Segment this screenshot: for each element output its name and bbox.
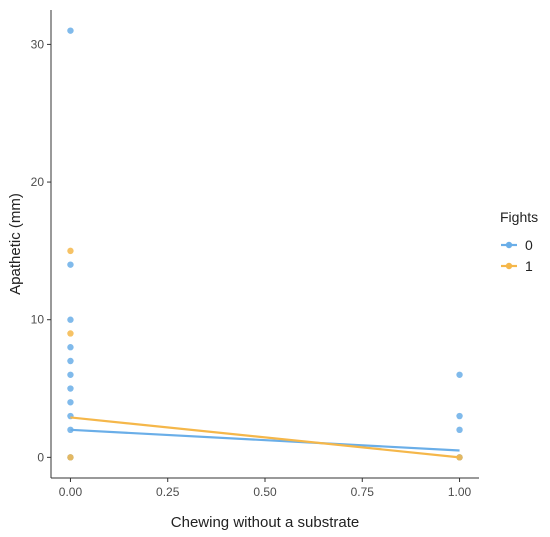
data-point-series-0 [67,371,74,378]
data-point-series-0 [67,357,74,365]
x-tick-label: 0.00 [59,485,83,499]
data-point-series-0 [67,261,74,268]
y-tick-label: 20 [31,175,45,189]
y-tick-label: 30 [31,37,45,51]
legend: Fights 0 1 [500,209,538,274]
x-axis-title: Chewing without a substrate [171,514,359,531]
legend-label: 1 [525,258,533,274]
data-point-series-0 [67,27,74,34]
legend-key-point [505,262,513,270]
data-point-series-0 [67,385,74,392]
data-point-series-1 [67,454,74,461]
data-point-series-0 [456,412,463,420]
axes [50,10,479,479]
data-point-series-0 [67,344,74,351]
legend-key-point [505,241,513,249]
plot-area [67,27,463,461]
x-axis-ticks: 0.00 0.25 0.50 0.75 1.00 [59,478,472,499]
data-point-series-0 [67,426,74,434]
data-point-series-0 [67,316,74,323]
y-axis-ticks: 0 10 20 30 [31,37,51,464]
data-point-series-0 [456,371,463,378]
y-axis-title: Apathetic (mm) [7,193,24,295]
data-point-series-1 [67,330,74,337]
x-tick-label: 0.50 [253,485,277,499]
y-tick-label: 0 [37,450,44,464]
x-tick-label: 1.00 [448,485,472,499]
fit-line-series-0 [70,428,460,452]
x-tick-label: 0.75 [351,485,375,499]
legend-title: Fights [500,209,538,225]
data-point-series-1 [67,247,74,255]
fit-line-series-1 [70,416,460,459]
legend-label: 0 [525,237,533,253]
data-point-series-0 [67,399,74,406]
x-tick-label: 0.25 [156,485,180,499]
data-point-series-0 [456,426,463,434]
y-tick-label: 10 [31,313,45,327]
